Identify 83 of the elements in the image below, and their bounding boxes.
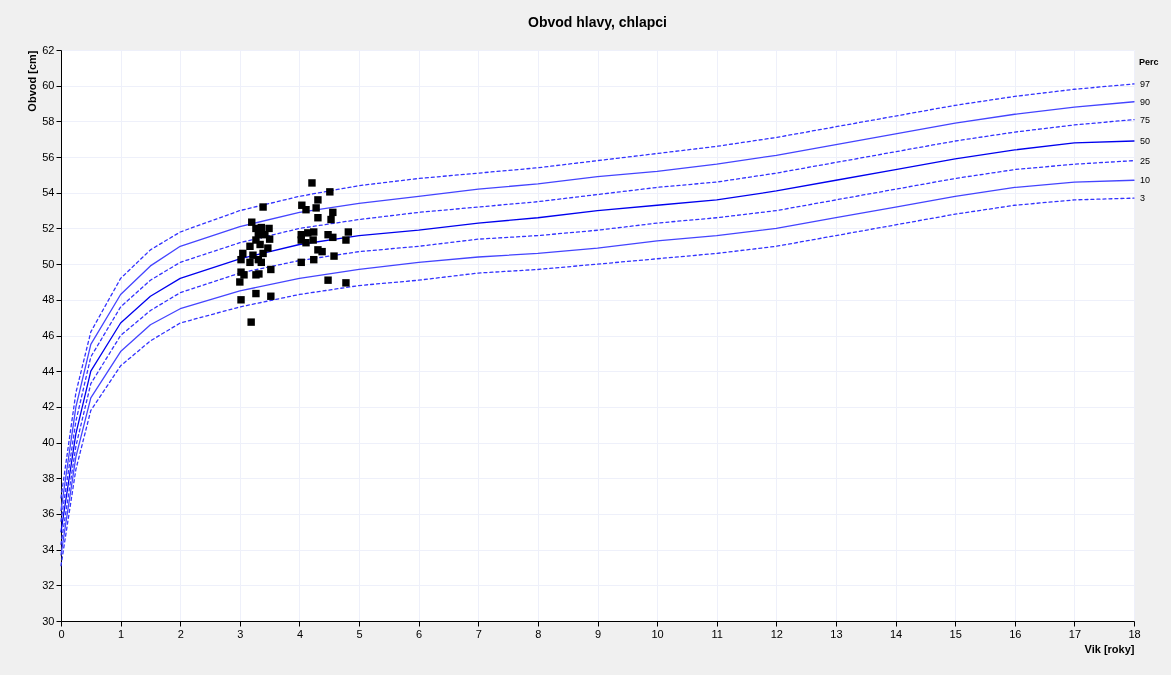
x-axis-title: Vik [roky]	[1084, 642, 1135, 655]
point	[265, 224, 273, 233]
point	[259, 203, 267, 211]
point	[246, 242, 254, 250]
y-tick-label: 48	[42, 293, 55, 306]
point	[264, 244, 272, 252]
y-tick-label: 32	[42, 578, 55, 591]
x-tick-label: 5	[356, 627, 363, 640]
y-tick-label: 40	[42, 436, 55, 449]
x-tick-label: 13	[830, 627, 843, 640]
y-tick-label: 36	[42, 507, 55, 520]
x-tick-label: 2	[177, 627, 184, 640]
x-tick-label: 8	[535, 627, 542, 640]
point	[237, 255, 245, 264]
y-axis-title: Obvod [cm]	[26, 50, 39, 112]
x-tick-label: 4	[296, 627, 304, 640]
point	[247, 318, 255, 326]
point	[318, 247, 326, 256]
point	[312, 204, 320, 212]
point	[248, 218, 256, 226]
x-tick-label: 11	[711, 627, 723, 640]
point	[314, 196, 322, 204]
point	[302, 205, 310, 214]
x-tick-label: 15	[949, 627, 962, 640]
x-tick-label: 14	[889, 627, 903, 640]
x-tick-label: 10	[651, 627, 664, 640]
y-tick-label: 54	[42, 186, 55, 199]
series-label: 10	[1140, 175, 1151, 186]
x-tick-label: 9	[594, 627, 602, 640]
y-tick-label: 46	[42, 329, 55, 341]
point	[326, 188, 334, 196]
point	[342, 279, 350, 287]
series-label: 75	[1140, 114, 1151, 125]
point	[302, 239, 310, 247]
series-label: 97	[1140, 78, 1151, 89]
series-label: 3	[1140, 193, 1146, 204]
point	[310, 228, 318, 236]
point	[259, 249, 267, 258]
point	[267, 265, 275, 274]
point	[324, 276, 332, 284]
point	[329, 233, 337, 242]
y-tick-label: 60	[42, 79, 55, 92]
y-tick-label: 62	[42, 43, 55, 56]
point	[246, 258, 254, 267]
point	[252, 289, 260, 298]
point	[236, 278, 244, 286]
x-tick-label: 18	[1128, 627, 1141, 640]
x-tick-label: 12	[770, 627, 783, 640]
point	[256, 240, 264, 249]
x-tick-label: 7	[475, 627, 482, 640]
legend-title: Perc	[1139, 57, 1159, 67]
point	[265, 235, 274, 243]
x-tick-label: 17	[1068, 627, 1082, 640]
point	[308, 179, 316, 187]
point	[344, 228, 353, 236]
y-tick-label: 58	[42, 114, 55, 127]
point	[237, 296, 245, 304]
point	[239, 249, 247, 258]
series-label: 50	[1140, 136, 1151, 146]
y-tick-label: 30	[42, 614, 55, 627]
x-tick-label: 16	[1009, 627, 1022, 640]
point	[342, 236, 350, 244]
x-tick-label: 1	[118, 627, 125, 640]
series-label: 90	[1140, 96, 1151, 107]
x-tick-label: 3	[237, 627, 244, 640]
y-tick-label: 42	[42, 400, 55, 413]
point	[249, 251, 257, 259]
x-tick-label: 6	[416, 627, 423, 640]
y-tick-label: 56	[42, 150, 55, 163]
y-tick-label: 52	[42, 221, 55, 234]
y-tick-label: 38	[42, 471, 55, 484]
chart-title: Obvod hlavy, chlapci	[527, 14, 668, 30]
y-tick-label: 50	[42, 257, 55, 270]
point	[327, 215, 335, 224]
y-tick-label: 44	[42, 364, 55, 377]
point	[329, 208, 337, 217]
x-tick-label: 0	[58, 627, 65, 640]
series-label: 25	[1140, 155, 1151, 166]
y-tick-label: 34	[42, 543, 55, 556]
point	[309, 236, 317, 244]
point	[314, 214, 322, 222]
point	[267, 292, 275, 300]
point	[330, 252, 338, 260]
